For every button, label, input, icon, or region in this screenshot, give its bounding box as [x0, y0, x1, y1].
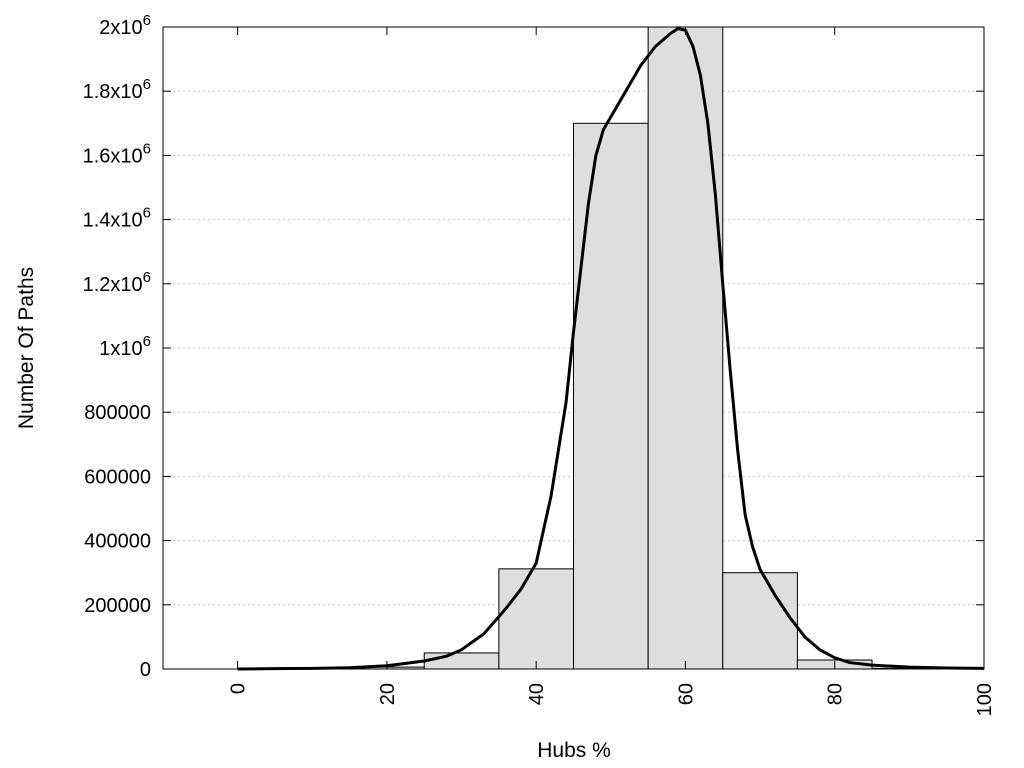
histogram-bar — [573, 122, 649, 670]
y-tick-label: 1.8x106 — [83, 76, 151, 103]
y-tick-label: 800000 — [84, 402, 151, 424]
histogram-bars — [274, 26, 948, 670]
histogram-bar — [647, 26, 724, 670]
y-tick-label: 2x106 — [99, 12, 151, 39]
y-tick-label: 1x106 — [99, 333, 151, 360]
x-tick-label: 20 — [377, 683, 399, 705]
fit-curve-line — [237, 27, 985, 671]
histogram-bar — [423, 652, 500, 670]
x-tick-label: 80 — [825, 683, 847, 705]
x-axis-title: Hubs % — [537, 739, 611, 762]
y-axis-title: Number Of Paths — [15, 267, 38, 429]
y-tick-label: 0 — [140, 659, 151, 681]
y-tick-label: 400000 — [84, 531, 151, 553]
y-axis-ticks: 0 200000 400000 600000 800000 1x106 1.2x106 1.4… — [83, 12, 984, 681]
x-tick-label: 100 — [974, 683, 996, 716]
y-tick-label: 1.2x106 — [83, 269, 151, 296]
x-tick-label: 60 — [675, 683, 697, 705]
x-tick-label: 40 — [526, 683, 548, 705]
y-tick-label: 1.4x106 — [83, 205, 151, 232]
y-tick-label: 1.6x106 — [83, 140, 151, 167]
y-tick-label: 200000 — [84, 595, 151, 617]
x-tick-label: 0 — [228, 683, 250, 694]
x-axis-ticks: 0 20 40 60 80 100 — [228, 27, 996, 716]
histogram-bar — [498, 568, 575, 670]
y-tick-label: 600000 — [84, 466, 151, 488]
histogram-bar — [722, 572, 798, 670]
